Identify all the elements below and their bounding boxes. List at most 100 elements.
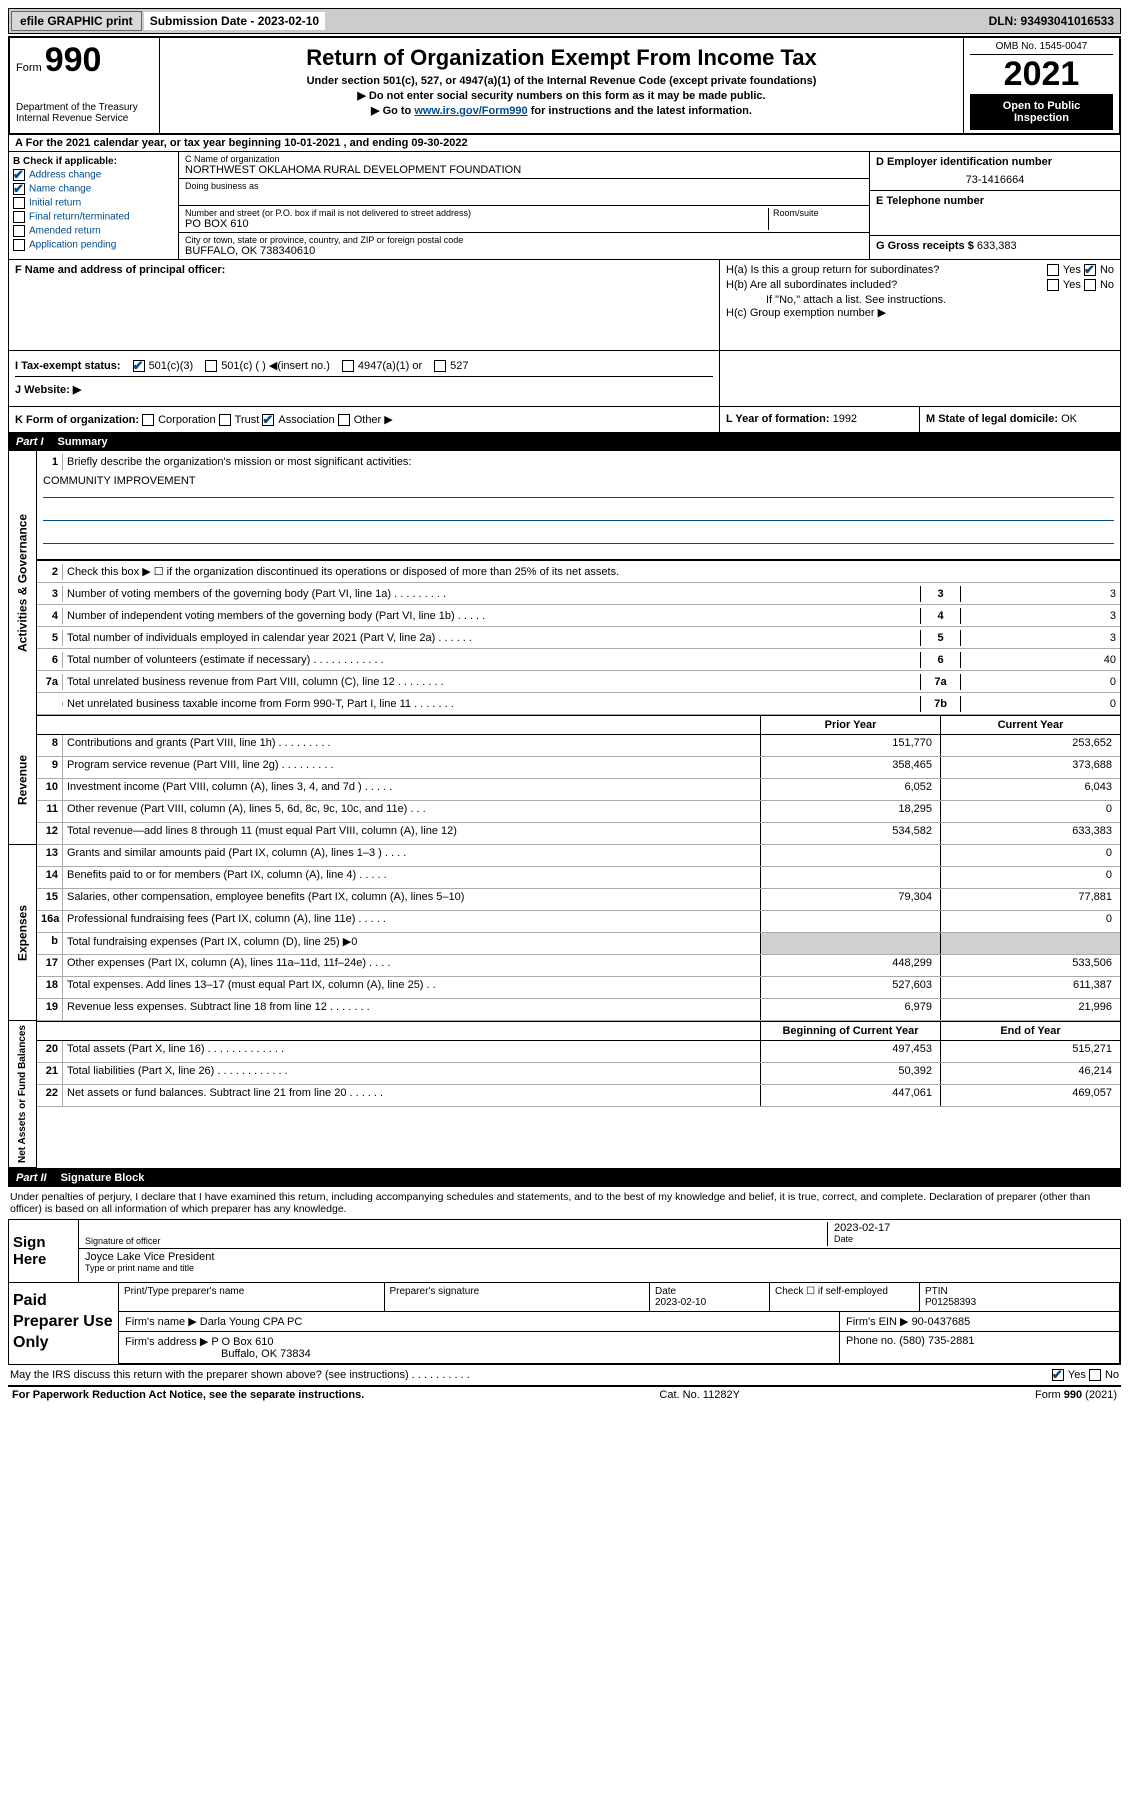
table-row: 7aTotal unrelated business revenue from … [37,671,1120,693]
city-label: City or town, state or province, country… [185,235,863,245]
table-row: 14Benefits paid to or for members (Part … [37,867,1120,889]
table-row: 17Other expenses (Part IX, column (A), l… [37,955,1120,977]
firm-ein-row: Firm's EIN ▶ 90-0437685 [840,1312,1120,1332]
form-prefix: Form [16,62,42,74]
row-f-h: F Name and address of principal officer:… [8,260,1121,351]
discuss-q: May the IRS discuss this return with the… [10,1369,470,1381]
table-row: 10Investment income (Part VIII, column (… [37,779,1120,801]
paid-preparer-block: Paid Preparer Use Only Print/Type prepar… [8,1283,1121,1365]
opt-501c3[interactable]: 501(c)(3) [133,360,194,372]
table-row: 18Total expenses. Add lines 13–17 (must … [37,977,1120,999]
section-rev: Revenue [9,715,37,845]
box-b-item[interactable]: Address change [13,169,174,181]
submission-date: Submission Date - 2023-02-10 [144,12,325,30]
box-b-item[interactable]: Initial return [13,197,174,209]
table-row: 3Number of voting members of the governi… [37,583,1120,605]
city-value: BUFFALO, OK 738340610 [185,245,863,257]
table-row: 15Salaries, other compensation, employee… [37,889,1120,911]
dba-label: Doing business as [185,181,863,191]
box-b-item[interactable]: Final return/terminated [13,211,174,223]
table-row: 6Total number of volunteers (estimate if… [37,649,1120,671]
row-l: L Year of formation: 1992 [720,407,920,432]
sign-here-label: Sign Here [9,1220,79,1282]
box-h: H(a) Is this a group return for subordin… [720,260,1120,350]
type-name-label: Type or print name and title [85,1263,1114,1273]
firm-phone-row: Phone no. (580) 735-2881 [840,1332,1120,1364]
opt-501c[interactable]: 501(c) ( ) ◀(insert no.) [205,359,330,372]
part-2-num: Part II [16,1172,47,1184]
row-i: I Tax-exempt status: 501(c)(3) 501(c) ( … [9,351,720,406]
efile-print-button[interactable]: efile GRAPHIC print [11,11,142,31]
subtitle-2: ▶ Do not enter social security numbers o… [166,89,957,102]
table-row: bTotal fundraising expenses (Part IX, co… [37,933,1120,955]
table-row: Net unrelated business taxable income fr… [37,693,1120,715]
box-b-item[interactable]: Amended return [13,225,174,237]
website-label: J Website: ▶ [15,384,81,396]
tax-year: 2021 [970,55,1113,94]
hb-note: If "No," attach a list. See instructions… [726,294,1114,306]
ein-value: 73-1416664 [876,174,1114,186]
row-klm: K Form of organization: Corporation Trus… [8,407,1121,433]
opt-trust[interactable]: Trust [219,414,260,426]
dept-treasury: Department of the Treasury [16,102,153,113]
footer: For Paperwork Reduction Act Notice, see … [8,1386,1121,1403]
cat-no: Cat. No. 11282Y [659,1389,740,1401]
omb-number: OMB No. 1545-0047 [970,41,1113,55]
opt-corp[interactable]: Corporation [142,414,215,426]
room-label: Room/suite [773,208,863,218]
prep-sig-hdr: Preparer's signature [385,1283,651,1312]
row-m: M State of legal domicile: OK [920,407,1120,432]
opt-527[interactable]: 527 [434,360,468,372]
opt-assoc[interactable]: Association [262,414,334,426]
hb-answer: Yes No [1047,279,1114,291]
part-2-header: Part II Signature Block [8,1169,1121,1187]
table-row: 16aProfessional fundraising fees (Part I… [37,911,1120,933]
org-name-label: C Name of organization [185,154,863,164]
gross-value: 633,383 [977,240,1017,252]
ha-answer: Yes No [1047,264,1114,276]
table-row: 19Revenue less expenses. Subtract line 1… [37,999,1120,1021]
table-row: 12Total revenue—add lines 8 through 11 (… [37,823,1120,845]
box-f: F Name and address of principal officer: [9,260,720,350]
table-row: 2Check this box ▶ ☐ if the organization … [37,561,1120,583]
section-exp: Expenses [9,845,37,1021]
ha-label: H(a) Is this a group return for subordin… [726,264,939,276]
prep-name-hdr: Print/Type preparer's name [119,1283,385,1312]
part-1-num: Part I [16,436,44,448]
na-header-row: Beginning of Current Year End of Year [37,1021,1120,1041]
header-right: OMB No. 1545-0047 2021 Open to Public In… [964,38,1119,133]
table-row: 9Program service revenue (Part VIII, lin… [37,757,1120,779]
gross-label: G Gross receipts $ [876,240,974,252]
prior-year-hdr: Prior Year [760,716,940,734]
top-bar: efile GRAPHIC print Submission Date - 20… [8,8,1121,34]
street-label: Number and street (or P.O. box if mail i… [185,208,768,218]
row-i-j: I Tax-exempt status: 501(c)(3) 501(c) ( … [8,351,1121,407]
form-ref: Form 990 (2021) [1035,1389,1117,1401]
phone-label: E Telephone number [876,195,1114,207]
sig-officer-label: Signature of officer [85,1236,827,1246]
section-na: Net Assets or Fund Balances [9,1021,37,1168]
form990-link[interactable]: www.irs.gov/Form990 [414,105,527,117]
form-org-label: K Form of organization: [15,414,139,426]
firm-name-row: Firm's name ▶ Darla Young CPA PC [119,1312,840,1332]
irs: Internal Revenue Service [16,113,153,124]
table-row: 13Grants and similar amounts paid (Part … [37,845,1120,867]
street-value: PO BOX 610 [185,218,768,230]
box-c: C Name of organization NORTHWEST OKLAHOM… [179,152,870,259]
current-year-hdr: Current Year [940,716,1120,734]
dba-value [185,191,863,203]
mission-a: COMMUNITY IMPROVEMENT [43,475,1114,487]
mission-q: Briefly describe the organization's miss… [63,454,1120,470]
opt-4947[interactable]: 4947(a)(1) or [342,360,422,372]
table-row: 5Total number of individuals employed in… [37,627,1120,649]
form-header: Form 990 Department of the Treasury Inte… [8,36,1121,135]
officer-label: F Name and address of principal officer: [15,264,225,276]
opt-other[interactable]: Other ▶ [338,414,393,426]
box-b-item[interactable]: Name change [13,183,174,195]
box-b-title: B Check if applicable: [13,156,174,167]
box-b-item[interactable]: Application pending [13,239,174,251]
open-to-public: Open to Public Inspection [970,94,1113,130]
part-1-title: Summary [58,436,108,448]
pra-notice: For Paperwork Reduction Act Notice, see … [12,1389,364,1401]
firm-addr-row: Firm's address ▶ P O Box 610Buffalo, OK … [119,1332,840,1364]
